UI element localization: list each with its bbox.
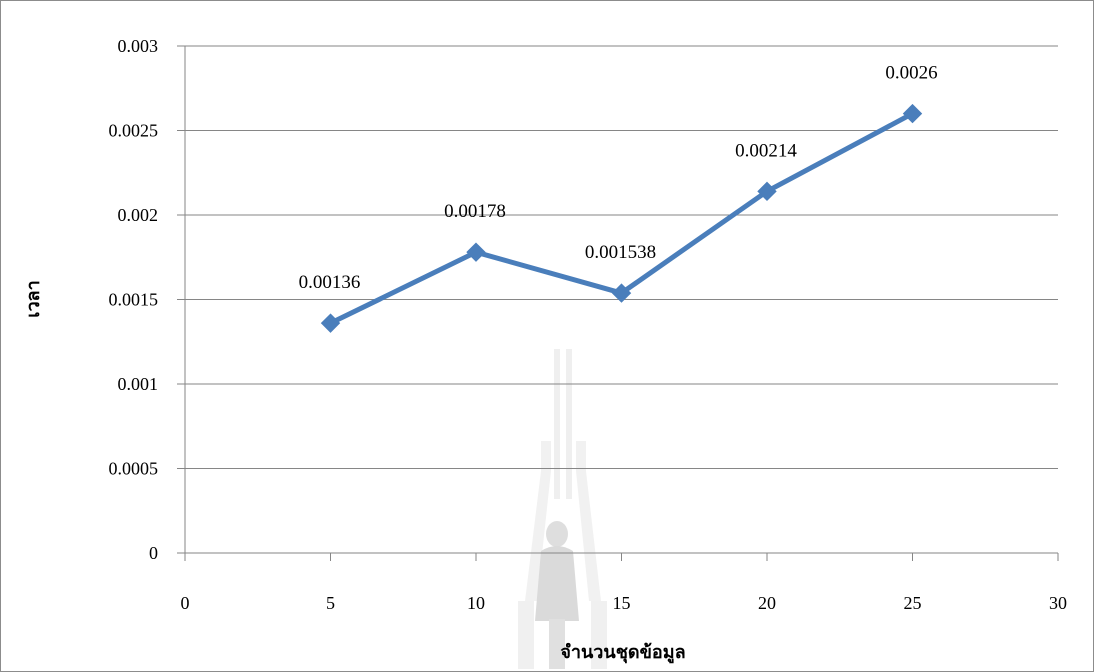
y-tick-label: 0.0025 (109, 121, 159, 141)
y-tick-label: 0.0005 (109, 459, 159, 479)
y-tick-label: 0.001 (118, 374, 159, 394)
data-point-marker (902, 103, 923, 124)
data-label: 0.0026 (885, 63, 937, 84)
x-tick-label: 5 (326, 593, 335, 613)
x-axis-title: จำนวนชุดข้อมูล (560, 642, 685, 664)
y-axis-ticks: 0 0.0005 0.001 0.0015 0.002 0.0025 0.003 (109, 36, 185, 563)
x-tick-label: 0 (181, 593, 190, 613)
gridlines (185, 45, 1058, 469)
x-tick-label: 20 (758, 593, 776, 613)
series-line (320, 103, 923, 333)
data-point-marker (320, 313, 341, 333)
data-label: 0.00178 (444, 201, 506, 222)
x-tick-label: 15 (613, 593, 631, 613)
x-tick-label: 25 (904, 593, 922, 613)
data-point-marker (757, 181, 777, 202)
data-label: 0.00214 (735, 140, 797, 161)
data-point-marker (611, 283, 632, 303)
x-axis-ticks: 0 5 10 15 20 25 30 (181, 553, 1067, 613)
y-tick-label: 0 (149, 543, 158, 563)
data-labels: 0.00136 0.00178 0.001538 0.00214 0.0026 (299, 63, 938, 294)
x-tick-label: 30 (1049, 593, 1067, 613)
data-point-marker (466, 242, 486, 262)
data-label: 0.00136 (299, 272, 361, 293)
x-tick-label: 10 (467, 593, 485, 613)
y-tick-label: 0.002 (118, 205, 159, 225)
watermark-emblem (518, 349, 607, 669)
y-tick-label: 0.003 (118, 36, 159, 56)
y-tick-label: 0.0015 (109, 290, 159, 310)
data-label: 0.001538 (585, 242, 656, 263)
y-axis-title: เวลา (23, 280, 44, 317)
